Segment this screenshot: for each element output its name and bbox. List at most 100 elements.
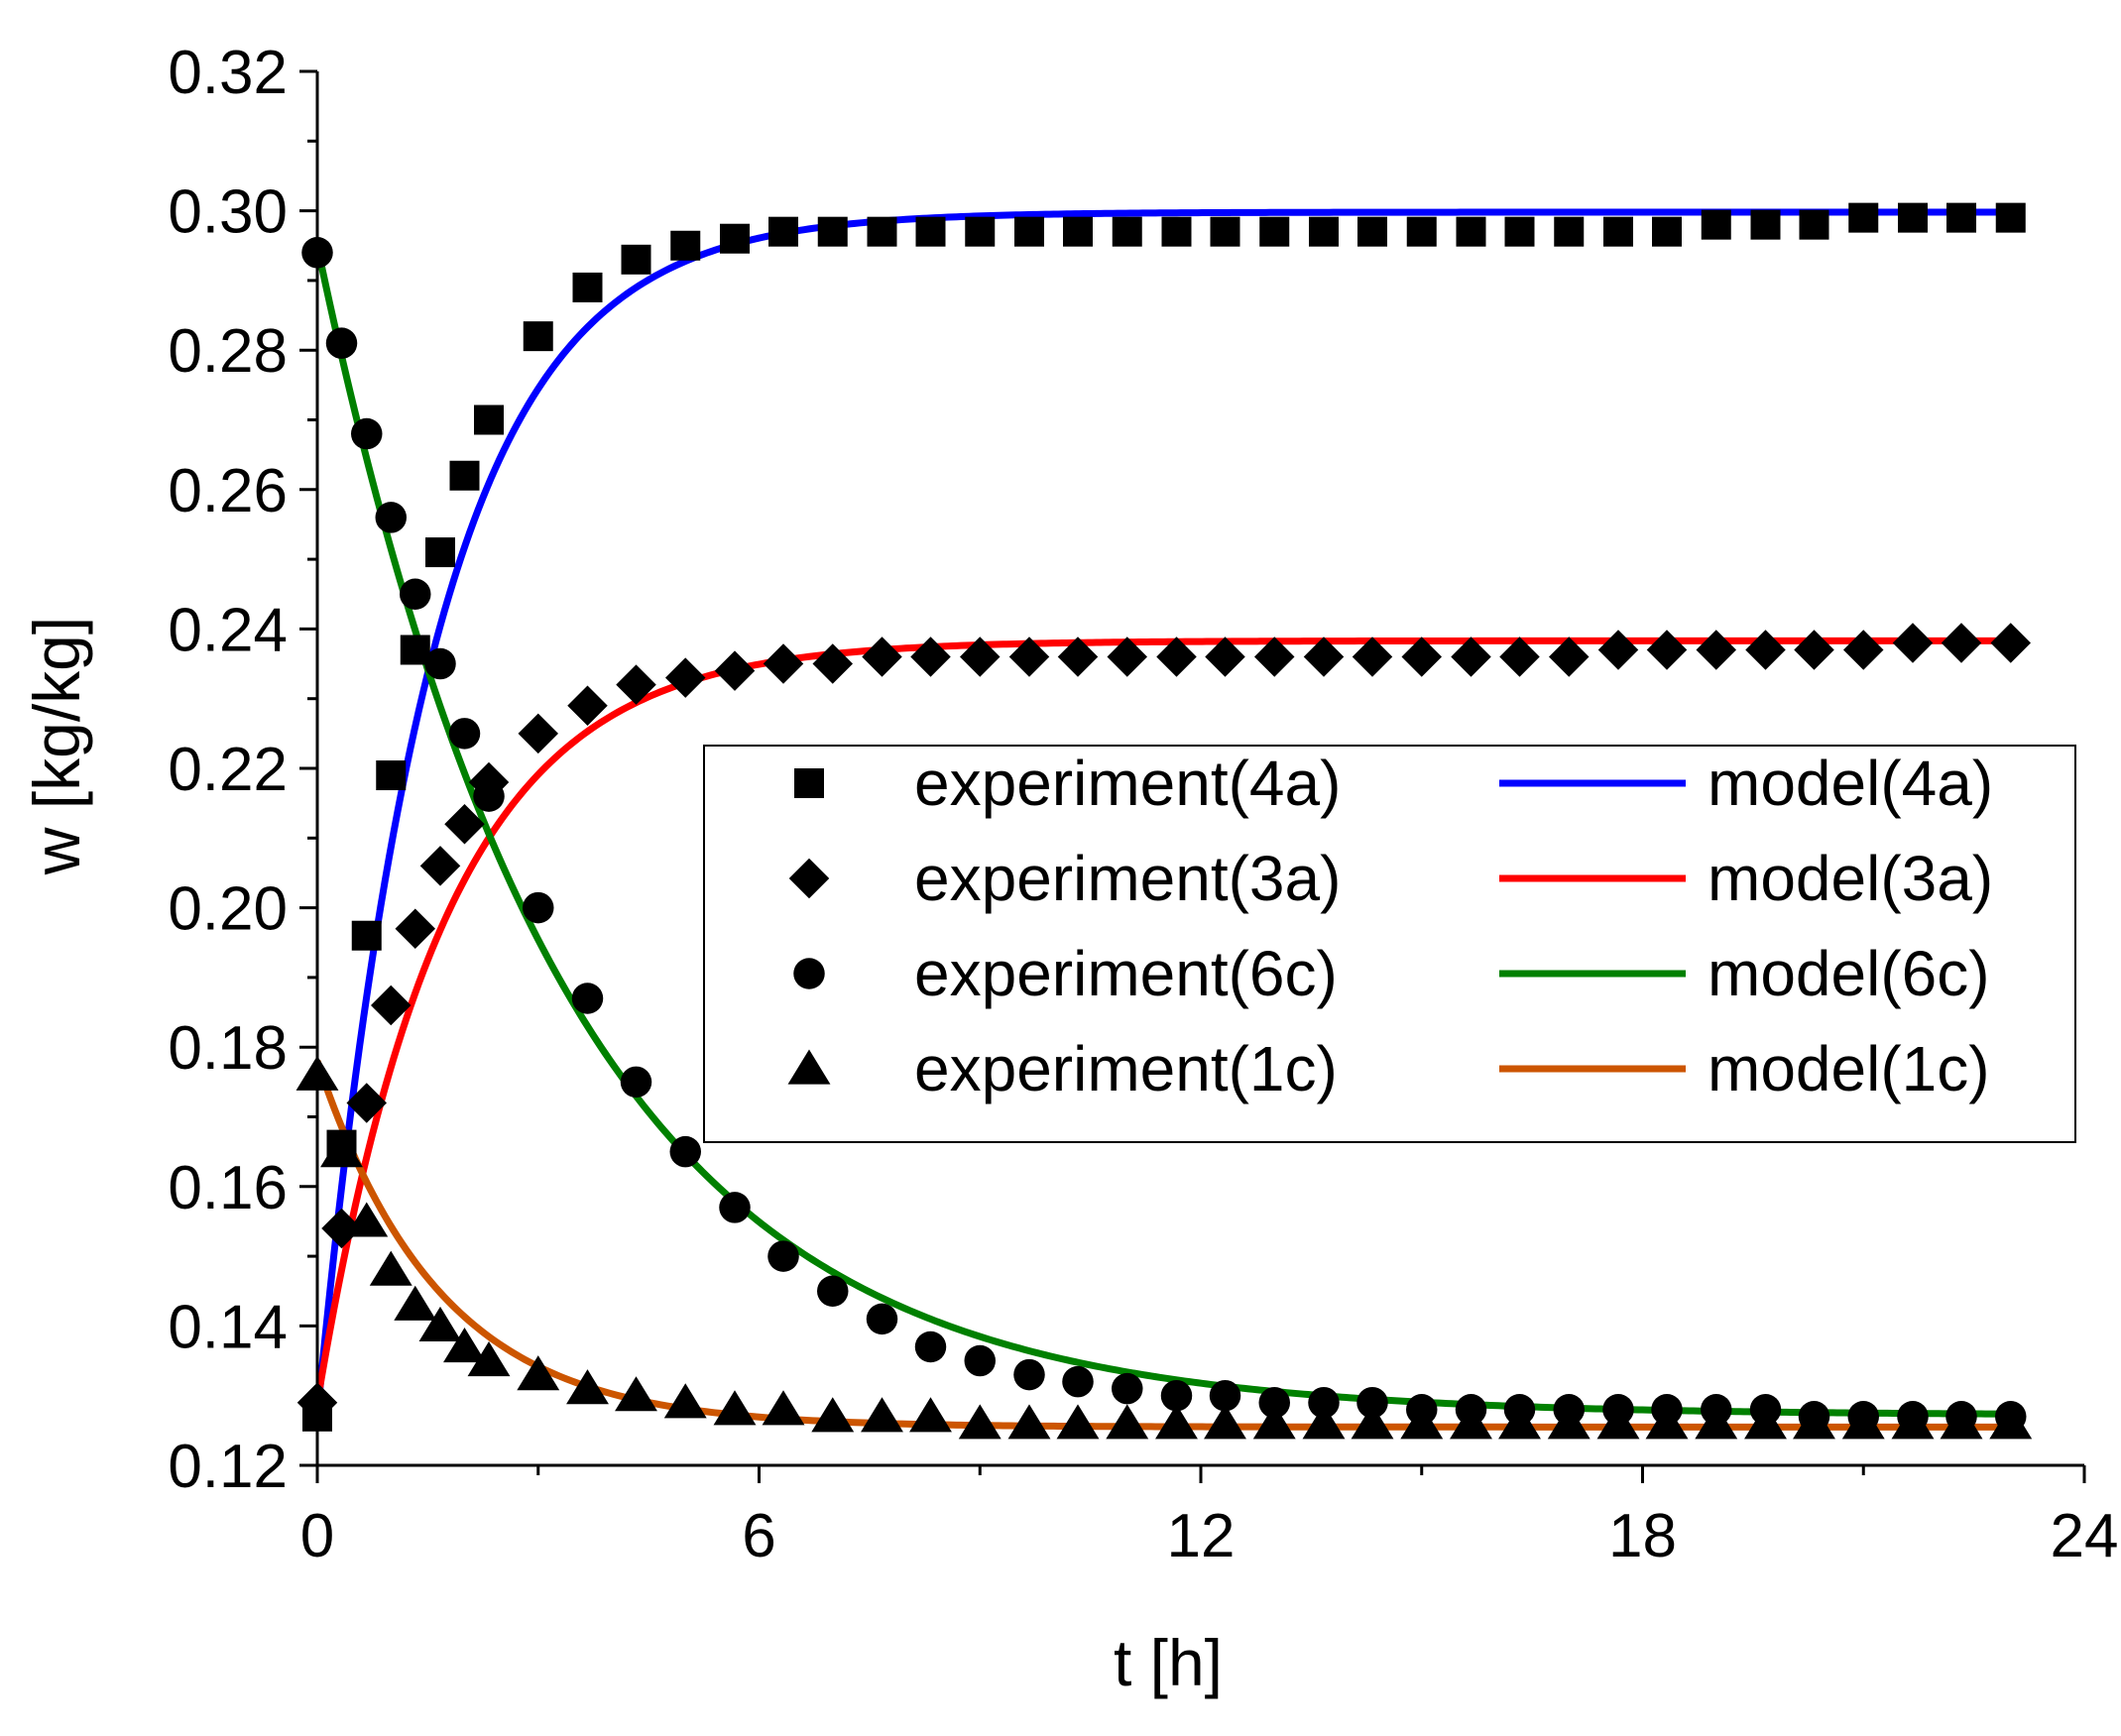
experiment-point: [1554, 216, 1585, 247]
experiment-point: [1597, 630, 1639, 670]
experiment-point: [1450, 1404, 1492, 1440]
legend-label: experiment(3a): [914, 843, 1341, 914]
experiment-point: [616, 664, 656, 705]
y-tick-label: 0.26: [168, 457, 288, 525]
experiment-point: [1646, 630, 1688, 670]
experiment-point: [449, 460, 480, 491]
experiment-point: [1793, 1404, 1835, 1440]
legend-marker: [788, 858, 830, 899]
experiment-point: [448, 718, 481, 750]
experiment-point: [1209, 1379, 1241, 1412]
experiment-point: [713, 1390, 757, 1426]
experiment-point: [1401, 637, 1442, 677]
legend-marker: [787, 1049, 831, 1085]
experiment-point: [1891, 1404, 1935, 1440]
experiment-point: [621, 244, 651, 275]
experiment-point: [419, 846, 461, 886]
experiment-point: [1308, 216, 1339, 247]
experiment-point: [964, 1344, 996, 1377]
experiment-point: [424, 647, 456, 680]
experiment-point: [473, 780, 505, 812]
experiment-point: [394, 1285, 437, 1321]
experiment-point: [424, 537, 455, 568]
legend-label: model(1c): [1708, 1033, 1990, 1104]
experiment-point: [1258, 1386, 1290, 1419]
experiment-point: [371, 984, 412, 1026]
experiment-point: [1205, 637, 1245, 677]
experiment-point: [1112, 216, 1142, 247]
experiment-point: [1946, 202, 1977, 233]
y-tick-label: 0.28: [168, 317, 288, 386]
legend-label: model(4a): [1708, 748, 1993, 819]
legend-marker: [794, 768, 824, 798]
experiment-point: [1204, 1404, 1246, 1440]
experiment-point: [817, 1275, 849, 1307]
experiment-point: [1056, 1404, 1100, 1440]
experiment-point: [910, 637, 951, 677]
experiment-point: [1008, 637, 1050, 677]
experiment-point: [1990, 623, 2031, 663]
experiment-point: [1652, 216, 1683, 247]
experiment-point: [1352, 637, 1393, 677]
experiment-point: [567, 685, 608, 726]
experiment-point: [1696, 630, 1736, 670]
y-tick-label: 0.12: [168, 1433, 288, 1501]
x-tick-label: 0: [300, 1502, 334, 1570]
experiment-point: [1303, 637, 1345, 677]
experiment-point: [1210, 216, 1240, 247]
experiment-point: [1848, 202, 1879, 233]
experiment-point: [1400, 1404, 1444, 1440]
experiment-point: [1799, 209, 1829, 240]
experiment-point: [669, 1135, 701, 1168]
experiment-point: [1302, 1404, 1346, 1440]
experiment-point: [958, 1404, 1002, 1440]
experiment-point: [376, 760, 407, 791]
experiment-point: [1252, 1404, 1296, 1440]
experiment-point: [670, 230, 701, 261]
experiment-point: [1941, 623, 1982, 663]
experiment-markers: [295, 202, 2033, 1440]
experiment-point: [1989, 1404, 2033, 1440]
experiment-point: [1841, 1404, 1885, 1440]
experiment-point: [1160, 1379, 1193, 1412]
legend-marker: [793, 958, 825, 989]
experiment-point: [523, 891, 554, 924]
axes: 0.12 0.14 0.16 0.18 0.20 0.22 0.24 0.26 0.28 0.30…: [168, 39, 2118, 1570]
experiment-point: [1259, 216, 1290, 247]
experiment-point: [915, 216, 946, 247]
experiment-point: [443, 1327, 486, 1363]
experiment-point: [817, 216, 848, 247]
experiment-point: [1892, 623, 1934, 663]
experiment-point: [369, 1250, 412, 1286]
experiment-point: [351, 920, 382, 951]
experiment-point: [1308, 1386, 1340, 1419]
experiment-point: [965, 216, 996, 247]
legend-box: [703, 745, 2076, 1143]
experiment-point: [914, 1331, 947, 1363]
experiment-point: [1013, 1358, 1045, 1391]
experiment-point: [566, 1369, 609, 1405]
experiment-point: [375, 502, 407, 533]
experiment-point: [1695, 1404, 1738, 1440]
experiment-point: [1456, 216, 1486, 247]
experiment-point: [325, 327, 358, 359]
experiment-point: [1744, 1404, 1787, 1440]
experiment-point: [1596, 1404, 1640, 1440]
experiment-point: [418, 1306, 462, 1341]
experiment-point: [400, 578, 431, 610]
experiment-point: [862, 637, 902, 677]
experiment-point: [811, 1397, 855, 1433]
experiment-point: [1498, 1404, 1541, 1440]
experiment-point: [812, 643, 853, 684]
experiment-point: [1451, 637, 1491, 677]
legend-label: experiment(4a): [914, 748, 1341, 819]
experiment-point: [444, 803, 485, 845]
experiment-point: [346, 1083, 387, 1123]
x-tick-label: 18: [1608, 1502, 1677, 1570]
legend-label: model(3a): [1708, 843, 1993, 914]
experiment-point: [866, 1303, 898, 1335]
experiment-point: [1745, 630, 1786, 670]
experiment-point: [1107, 637, 1147, 677]
experiment-point: [321, 1208, 362, 1249]
